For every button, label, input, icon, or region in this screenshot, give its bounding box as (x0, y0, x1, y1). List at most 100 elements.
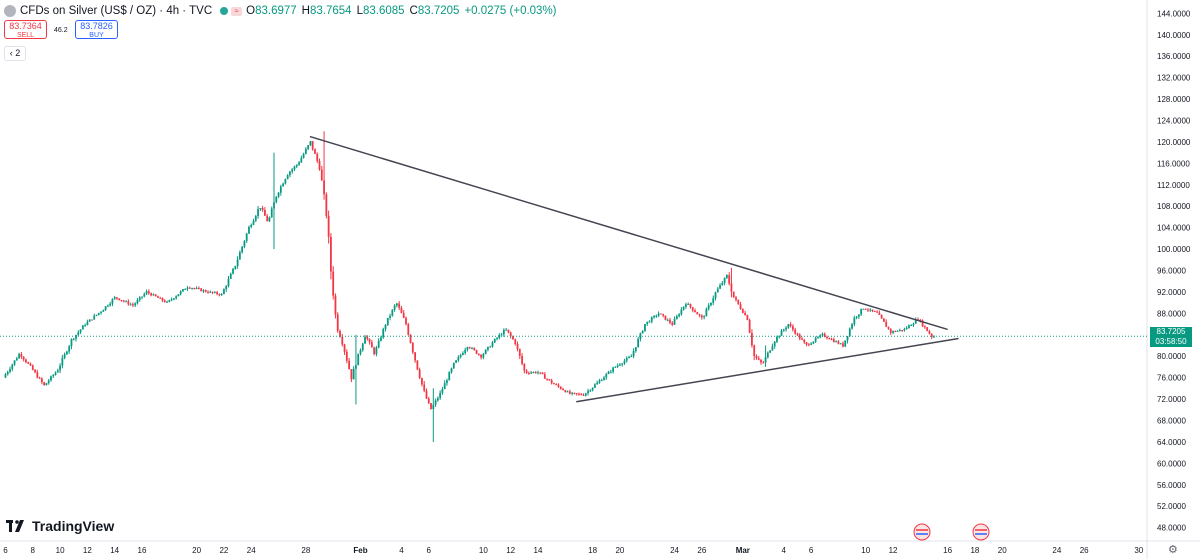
candle-body (77, 332, 80, 335)
candle-body (603, 377, 605, 381)
candle-body (846, 336, 849, 341)
indicators-toggle-button[interactable]: ‹ 2 (4, 46, 26, 61)
x-tick-label: 14 (110, 546, 119, 555)
candle-body (336, 314, 339, 331)
candle-body (111, 299, 114, 304)
candle-body (22, 356, 25, 360)
candle-body (666, 319, 669, 321)
candle-body (136, 300, 139, 304)
candle-body (769, 350, 772, 353)
candle-series (4, 131, 935, 442)
compare-button[interactable]: ≈ (231, 6, 243, 16)
candle-body (919, 319, 922, 321)
y-tick-label: 64.0000 (1157, 438, 1186, 447)
trendline-group[interactable] (309, 135, 959, 403)
candle-body (97, 312, 100, 315)
candle-body (104, 306, 107, 310)
buy-button[interactable]: 83.7826 BUY (75, 20, 118, 39)
trendline-upper[interactable] (309, 135, 948, 331)
candle-body (282, 183, 285, 187)
candle-body (293, 166, 296, 170)
x-tick-label: 18 (970, 546, 979, 555)
candle-body (646, 321, 649, 325)
candle-body (910, 325, 913, 327)
candle-body (341, 336, 344, 345)
candle-body (134, 303, 137, 306)
candle-body (725, 275, 728, 278)
candle-body (691, 307, 694, 311)
x-tick-label: 8 (31, 546, 36, 555)
candle-body (516, 343, 519, 350)
candle-body (598, 380, 601, 383)
candle-body (382, 328, 385, 338)
candle-body (557, 384, 560, 387)
candle-body (894, 331, 897, 333)
candle-body (798, 334, 801, 339)
ohlc-values: O83.6977 H83.7654 L83.6085 C83.7205 +0.0… (246, 5, 557, 17)
candle-body (380, 337, 382, 341)
candle-body (491, 342, 494, 347)
candle-body (261, 208, 264, 210)
candle-body (878, 312, 881, 315)
candle-body (275, 196, 278, 203)
candle-body (530, 372, 533, 374)
candle-body (782, 329, 785, 331)
candle-body (193, 288, 196, 290)
event-flag-icon[interactable] (972, 523, 990, 541)
candle-body (38, 377, 41, 379)
candle-body (609, 371, 612, 373)
candle-body (95, 314, 98, 316)
symbol-title[interactable]: CFDs on Silver (US$ / OZ) · 4h · TVC (20, 5, 213, 17)
candle-body (737, 299, 740, 305)
sell-label: SELL (16, 32, 35, 39)
candle-body (566, 391, 569, 393)
event-flag-icon[interactable] (913, 523, 931, 541)
candle-body (416, 360, 419, 370)
candle-body (384, 324, 387, 329)
candle-body (655, 315, 658, 317)
candle-body (817, 337, 819, 339)
x-tick-label: 16 (943, 546, 952, 555)
trendline-lower[interactable] (576, 337, 959, 403)
tradingview-logo[interactable]: TradingView (6, 518, 114, 534)
y-tick-label: 128.0000 (1157, 95, 1191, 104)
candle-body (796, 333, 799, 335)
sell-button[interactable]: 83.7364 SELL (4, 20, 47, 39)
candle-body (923, 326, 926, 328)
candle-body (632, 350, 635, 357)
market-status-icon[interactable] (220, 7, 229, 15)
candle-body (671, 322, 674, 325)
candle-body (436, 397, 439, 401)
candle-body (70, 339, 73, 347)
candle-body (307, 145, 310, 149)
spread-value: 46.2 (54, 27, 68, 34)
candle-body (807, 344, 810, 346)
x-tick-label: Mar (736, 546, 750, 555)
candle-body (54, 372, 57, 375)
candle-body (443, 383, 446, 390)
candle-body (527, 372, 530, 374)
candle-body (821, 333, 824, 336)
gear-icon[interactable]: ⚙ (1168, 544, 1178, 556)
candle-body (34, 369, 36, 373)
x-tick-label: 24 (1052, 546, 1061, 555)
current-price-tag: 83.7205 03:58:50 (1150, 327, 1192, 347)
candle-body (359, 350, 362, 354)
candle-body (213, 292, 216, 294)
candle-body (129, 304, 132, 306)
candle-body (773, 341, 776, 347)
candle-body (120, 300, 123, 302)
candle-body (546, 378, 549, 380)
candle-body (177, 294, 180, 297)
candle-body (450, 368, 453, 373)
candle-body (220, 294, 223, 296)
candle-body (664, 315, 667, 320)
candle-body (141, 296, 143, 298)
candle-body (741, 309, 744, 313)
candle-body (432, 404, 435, 410)
candle-body (828, 338, 831, 340)
candle-body (355, 365, 357, 369)
candle-body (514, 339, 517, 344)
candle-body (662, 314, 665, 316)
